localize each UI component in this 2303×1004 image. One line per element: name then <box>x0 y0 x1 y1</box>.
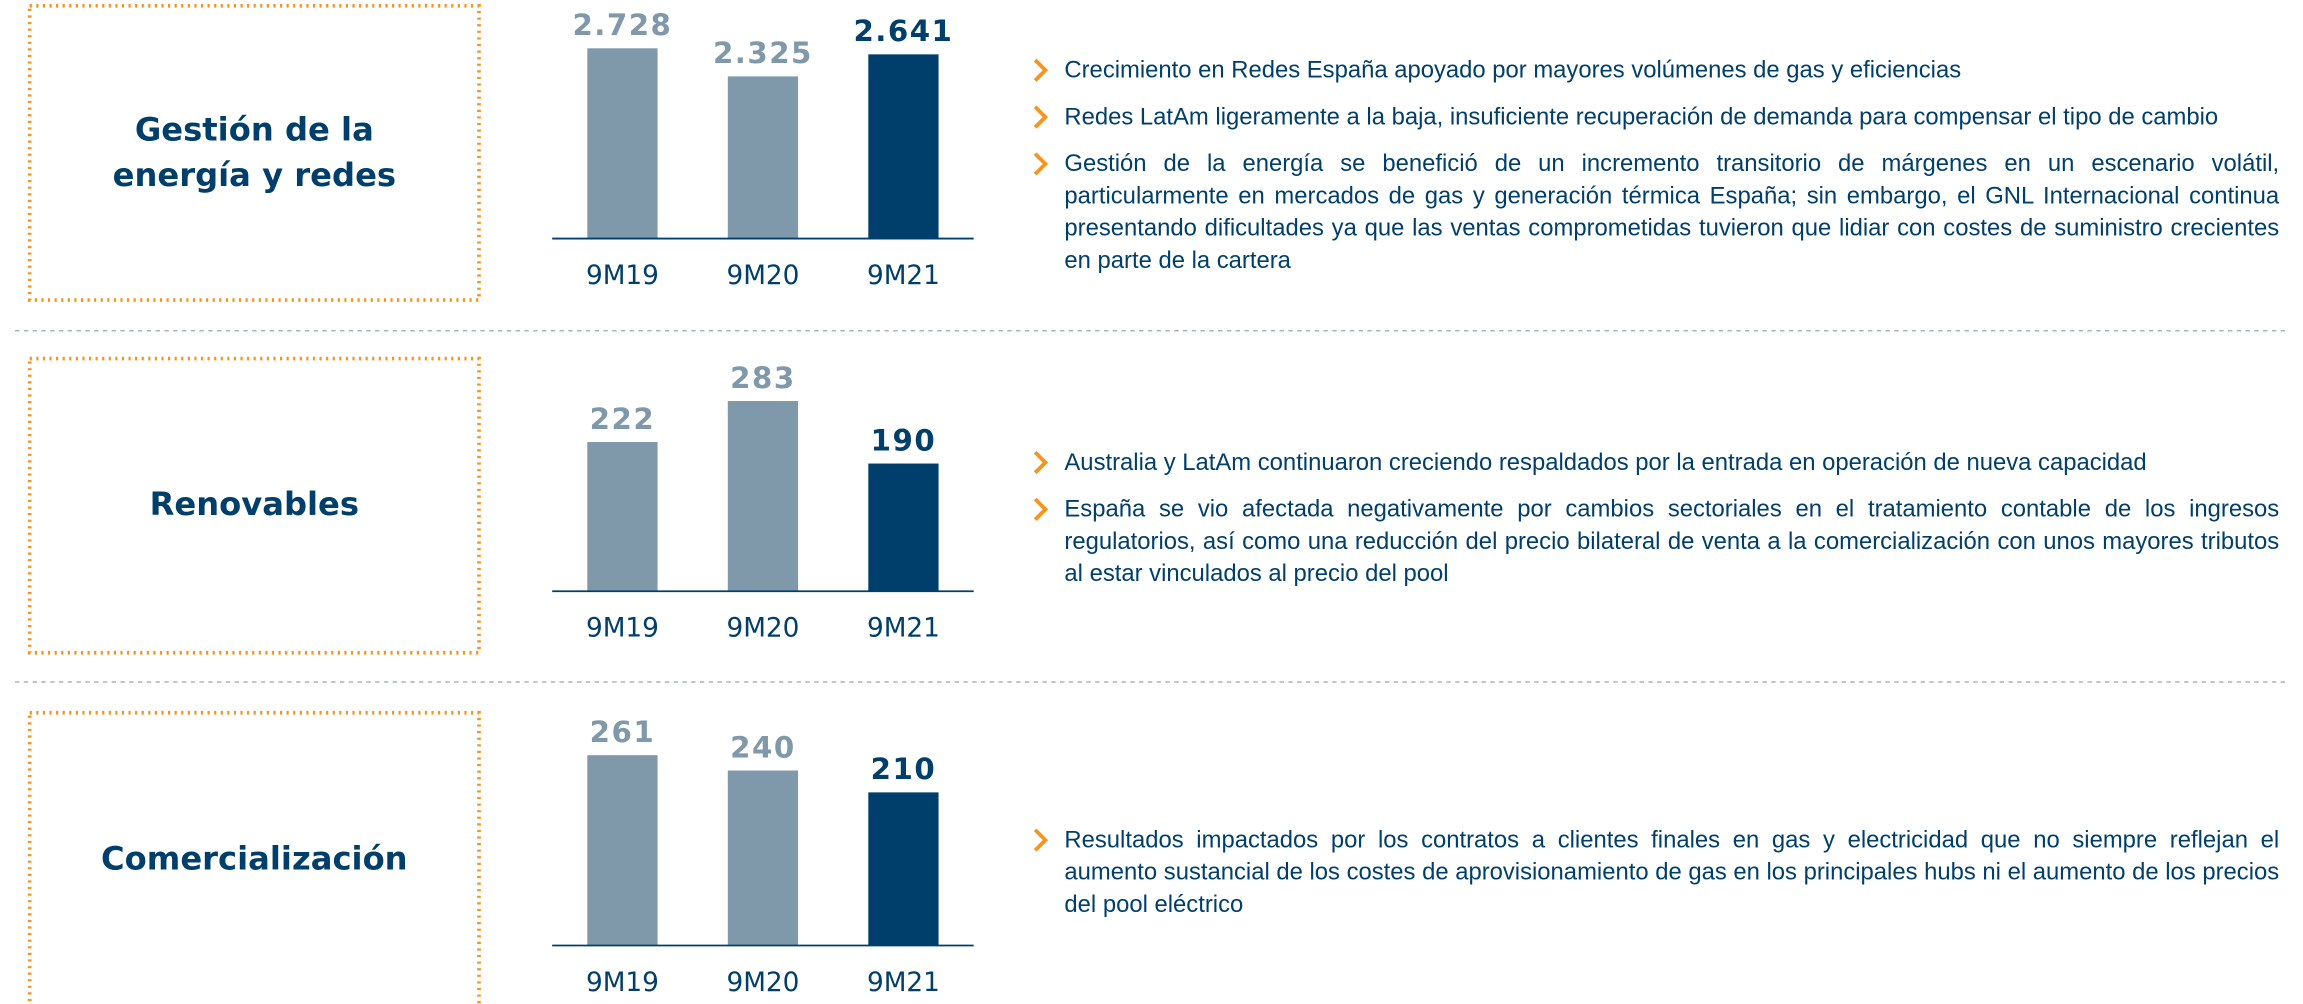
bullet: Redes LatAm ligeramente a la baja, insuf… <box>1032 101 2279 133</box>
bullet-text: Resultados impactados por los contratos … <box>1064 826 2280 918</box>
bullet-arrow <box>1033 497 1049 521</box>
arrow <box>1033 450 1049 475</box>
arrow <box>1033 497 1049 521</box>
x-tick-label: 9M19 <box>586 614 659 644</box>
bullet: España se vio afectada negativamente por… <box>1032 493 2279 590</box>
section-title: Comercialización <box>101 841 408 879</box>
x-tick-label: 9M20 <box>726 614 799 644</box>
value-label: 2.728 <box>572 8 672 42</box>
value-label: 2.325 <box>713 36 813 70</box>
bar <box>587 442 658 592</box>
bullet-arrow <box>1033 152 1049 176</box>
bullet-text: Australia y LatAm continuaron creciendo … <box>1064 449 2147 476</box>
bullet-arrow <box>1033 450 1049 475</box>
arrow <box>1033 152 1049 176</box>
bar <box>727 401 799 592</box>
bullet-area: Australia y LatAm continuaron creciendo … <box>1032 353 2279 684</box>
bar <box>868 792 939 946</box>
bar <box>727 770 799 946</box>
bullet-area: Resultados impactados por los contratos … <box>1032 707 2279 1004</box>
x-tick-label: 9M20 <box>726 968 799 998</box>
title-area: Comercialización <box>101 841 408 879</box>
value-label: 2.641 <box>853 14 953 48</box>
bullet-list: Crecimiento en Redes España apoyado por … <box>1032 0 2279 331</box>
x-tick-label: 9M21 <box>867 614 940 644</box>
title-box <box>27 710 481 1004</box>
bullet-text: España se vio afectada negativamente por… <box>1064 496 2280 587</box>
bar <box>727 76 799 239</box>
bar <box>587 48 658 239</box>
title-box <box>27 356 481 655</box>
bullet-arrow <box>1033 828 1049 852</box>
x-tick-label: 9M21 <box>867 261 940 291</box>
value-label: 261 <box>590 715 655 749</box>
bar <box>868 463 939 592</box>
title-area: Renovables <box>149 487 360 524</box>
bar <box>868 54 939 239</box>
value-label: 190 <box>871 423 936 457</box>
value-label: 240 <box>730 730 795 764</box>
bullet-area: Crecimiento en Redes España apoyado por … <box>1032 0 2279 331</box>
arrow <box>1033 828 1049 852</box>
bullet-arrow <box>1033 58 1049 82</box>
value-label: 210 <box>871 752 936 786</box>
bullet: Resultados impactados por los contratos … <box>1032 824 2279 921</box>
title-area: Gestión de la energía y redes <box>112 111 397 194</box>
x-tick-label: 9M20 <box>726 261 799 291</box>
value-label: 222 <box>590 402 655 436</box>
x-tick-label: 9M19 <box>586 968 659 998</box>
bullet-text: Crecimiento en Redes España apoyado por … <box>1064 57 1962 84</box>
bullet-text: Gestión de la energía se benefició de un… <box>1064 150 2280 274</box>
bullet: Crecimiento en Redes España apoyado por … <box>1032 54 2279 86</box>
x-tick-label: 9M19 <box>586 261 659 291</box>
bullet-list: Australia y LatAm continuaron creciendo … <box>1032 353 2279 684</box>
title-box <box>27 4 481 302</box>
bullet: Australia y LatAm continuaron creciendo … <box>1032 446 2279 478</box>
section-title: Gestión de la energía y redes <box>112 111 397 194</box>
bullet-arrow <box>1033 105 1049 129</box>
bullet-text: Redes LatAm ligeramente a la baja, insuf… <box>1064 103 2219 131</box>
x-tick-label: 9M21 <box>867 968 940 998</box>
value-label: 283 <box>730 361 795 395</box>
arrow <box>1033 105 1049 129</box>
section-title: Renovables <box>149 487 360 524</box>
bullet-list: Resultados impactados por los contratos … <box>1032 707 2279 1004</box>
arrow <box>1033 58 1049 82</box>
bar <box>587 755 658 946</box>
bullet: Gestión de la energía se benefició de un… <box>1032 148 2279 277</box>
